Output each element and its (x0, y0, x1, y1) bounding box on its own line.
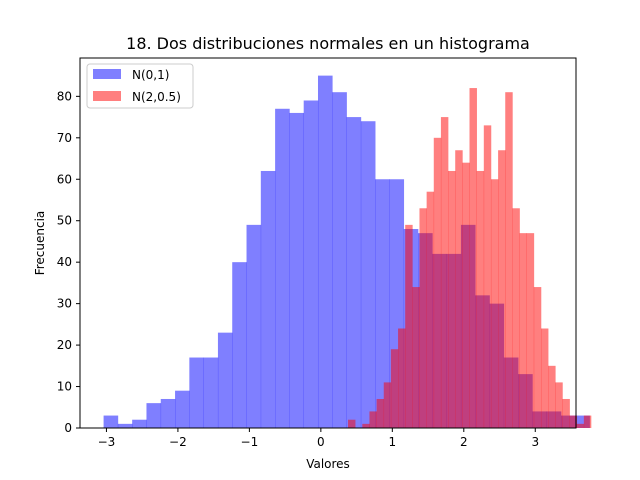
histogram-bar (519, 233, 527, 428)
histogram-bar (476, 170, 485, 428)
legend: N(0,1) N(2,0.5) (86, 63, 194, 109)
histogram-bar (412, 287, 420, 428)
x-tick-label: 0 (317, 435, 325, 449)
legend-label-n205: N(2,0.5) (132, 90, 181, 104)
histogram-bar (103, 415, 119, 428)
y-tick-label: 60 (57, 172, 72, 186)
histogram-bar (376, 398, 385, 428)
x-tick-label: −3 (98, 435, 116, 449)
histogram-bar (483, 125, 492, 429)
legend-swatch-n01 (93, 69, 121, 79)
y-tick-label: 70 (57, 131, 72, 145)
y-tick-label: 30 (57, 297, 72, 311)
histogram-bar (275, 108, 290, 428)
y-tick-label: 40 (57, 255, 72, 269)
histogram-bar (390, 349, 399, 428)
histogram-bar (117, 423, 133, 428)
histogram-bar (448, 170, 456, 428)
histogram-bar (246, 224, 262, 428)
histogram-bar (217, 332, 233, 428)
histogram-bar (462, 162, 470, 428)
histogram-bar (317, 75, 333, 429)
x-tick-label: −2 (169, 435, 187, 449)
series-1-bars (348, 88, 592, 429)
histogram-bar (548, 365, 556, 428)
histogram-bar (146, 403, 162, 428)
histogram-bar (426, 191, 435, 428)
axes-frame (79, 57, 577, 429)
legend-swatch-n205 (93, 91, 121, 101)
y-tick-label: 50 (57, 214, 72, 228)
histogram-bar (569, 415, 578, 428)
legend-label-n01: N(0,1) (132, 68, 169, 82)
histogram-bar (533, 287, 542, 428)
histogram-bar (398, 328, 406, 428)
histogram-bar (490, 179, 499, 428)
x-tick-label: 3 (531, 435, 539, 449)
histogram-bar (232, 262, 247, 428)
histogram-bar (332, 92, 347, 428)
chart-title: 18. Dos distribuciones normales en un hi… (126, 34, 530, 53)
histogram-bar (469, 88, 477, 428)
y-tick-label: 20 (57, 338, 72, 352)
histogram-bar (555, 382, 563, 428)
y-tick-label: 10 (57, 380, 72, 394)
x-axis-label: Valores (306, 457, 350, 471)
x-tick-label: 1 (389, 435, 397, 449)
histogram-bar (362, 423, 370, 428)
histogram-bar (540, 328, 549, 428)
histogram-bar (562, 398, 570, 428)
histogram-bar (455, 150, 463, 429)
histogram-bar (512, 208, 520, 428)
histogram-bar (175, 390, 190, 428)
bars-layer (103, 75, 592, 429)
histogram-bar (383, 382, 392, 428)
histogram-bar (289, 112, 304, 429)
y-ticks: 0 10 20 30 40 50 60 70 80 (57, 89, 80, 435)
histogram-bar (360, 121, 376, 428)
histogram-bar (419, 208, 427, 428)
histogram-bar (526, 233, 535, 428)
histogram-bar (405, 224, 413, 428)
histogram-bar (583, 415, 592, 428)
y-axis-label: Frecuencia (33, 211, 47, 276)
x-ticks: −3 −2 −1 0 1 2 3 (98, 428, 539, 449)
histogram-bar (260, 170, 276, 428)
histogram-bar (375, 179, 390, 428)
y-tick-label: 80 (57, 89, 72, 103)
histogram-bar (348, 419, 356, 428)
histogram-bar (189, 357, 204, 428)
histogram-bar (346, 117, 362, 428)
x-tick-label: −1 (241, 435, 259, 449)
histogram-bar (433, 137, 442, 429)
histogram-bar (498, 150, 506, 429)
histogram-bar (576, 423, 585, 428)
histogram-bar (369, 411, 377, 428)
histogram-bar (505, 92, 513, 428)
histogram-bar (203, 357, 219, 428)
histogram-bar (303, 100, 319, 429)
y-tick-label: 0 (64, 421, 72, 435)
histogram-bar (132, 419, 147, 428)
x-tick-label: 2 (460, 435, 468, 449)
histogram-bar (440, 117, 449, 428)
histogram-bar (160, 398, 176, 428)
